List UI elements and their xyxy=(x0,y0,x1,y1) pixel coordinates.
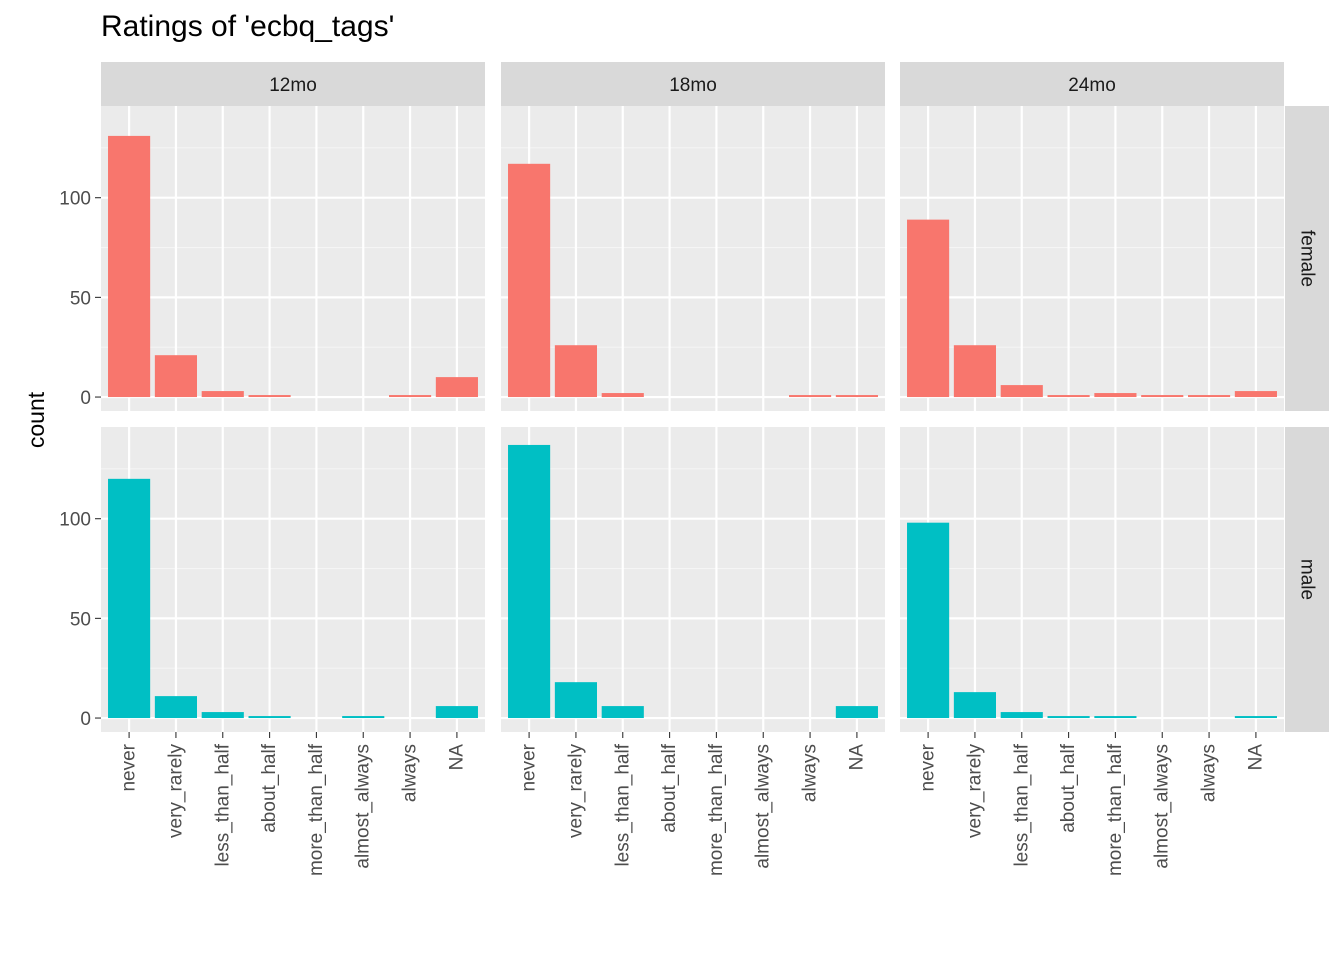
y-tick-label: 100 xyxy=(59,189,91,210)
x-tick-label: about_half xyxy=(259,743,280,832)
bar-male-18mo-never xyxy=(508,444,551,719)
bar-male-24mo-very_rarely xyxy=(953,692,996,719)
bar-male-12mo-NA xyxy=(435,706,478,719)
bar-male-12mo-about_half xyxy=(248,716,291,719)
x-tick-label: more_than_half xyxy=(706,743,727,876)
bar-female-24mo-very_rarely xyxy=(953,345,996,398)
y-tick-label: 100 xyxy=(59,510,91,531)
y-tick-label: 0 xyxy=(80,709,91,730)
bar-female-18mo-very_rarely xyxy=(554,345,597,398)
facet-strip-label: female xyxy=(1297,230,1318,287)
x-tick-label: about_half xyxy=(1058,743,1079,832)
bar-female-18mo-always xyxy=(789,395,832,398)
x-tick-label: very_rarely xyxy=(964,744,985,838)
facet-strip-24mo xyxy=(900,62,1284,106)
x-tick-label: less_than_half xyxy=(1011,743,1032,866)
x-tick-label: NA xyxy=(1245,744,1266,771)
panel-background xyxy=(501,427,885,732)
bar-male-24mo-never xyxy=(907,522,950,719)
bar-male-24mo-NA xyxy=(1234,716,1277,719)
x-tick-label: always xyxy=(800,744,821,802)
bar-female-12mo-very_rarely xyxy=(154,355,197,398)
x-tick-label: always xyxy=(400,744,421,802)
x-tick-label: always xyxy=(1199,744,1220,802)
bar-male-12mo-almost_always xyxy=(342,716,385,719)
bar-female-18mo-never xyxy=(508,163,551,398)
bar-female-12mo-about_half xyxy=(248,395,291,398)
bar-female-24mo-NA xyxy=(1234,391,1277,398)
bar-male-24mo-less_than_half xyxy=(1000,712,1043,719)
bar-male-24mo-more_than_half xyxy=(1094,716,1137,719)
x-tick-label: never xyxy=(519,743,540,791)
y-axis-title: count xyxy=(23,391,49,448)
bar-female-18mo-NA xyxy=(835,395,878,398)
x-tick-label: NA xyxy=(846,744,867,771)
chart-title: Ratings of 'ecbq_tags' xyxy=(101,10,395,43)
bar-female-24mo-less_than_half xyxy=(1000,385,1043,398)
facet-strip-label: 12mo xyxy=(269,75,317,96)
bar-female-24mo-always xyxy=(1188,395,1231,398)
x-tick-label: almost_always xyxy=(1152,744,1173,869)
facet-strip-label: 24mo xyxy=(1068,75,1116,96)
y-tick-label: 50 xyxy=(70,288,91,309)
facet-strip-label: male xyxy=(1297,559,1318,600)
bar-male-12mo-very_rarely xyxy=(154,696,197,719)
x-tick-label: almost_always xyxy=(753,744,774,869)
x-tick-label: NA xyxy=(446,744,467,771)
facet-strip-label: 18mo xyxy=(669,75,717,96)
bar-female-12mo-always xyxy=(389,395,432,398)
x-tick-label: more_than_half xyxy=(306,743,327,876)
bar-female-12mo-less_than_half xyxy=(201,391,244,398)
bar-female-24mo-more_than_half xyxy=(1094,393,1137,398)
bar-male-18mo-NA xyxy=(835,706,878,719)
bar-male-12mo-never xyxy=(108,478,151,719)
bar-male-18mo-very_rarely xyxy=(554,682,597,719)
facet-strip-female xyxy=(1285,106,1329,411)
x-tick-label: never xyxy=(918,743,939,791)
bar-female-24mo-about_half xyxy=(1047,395,1090,398)
facet-strip-male xyxy=(1285,427,1329,732)
bar-male-24mo-about_half xyxy=(1047,716,1090,719)
bar-female-24mo-never xyxy=(907,219,950,398)
facet-strip-18mo xyxy=(501,62,885,106)
x-tick-label: more_than_half xyxy=(1105,743,1126,876)
panel-background xyxy=(900,427,1284,732)
y-tick-label: 0 xyxy=(80,388,91,409)
x-tick-label: almost_always xyxy=(353,744,374,869)
x-tick-label: about_half xyxy=(659,743,680,832)
bar-male-12mo-less_than_half xyxy=(201,712,244,719)
x-tick-label: less_than_half xyxy=(212,743,233,866)
facet-strip-12mo xyxy=(101,62,485,106)
panel-background xyxy=(101,427,485,732)
bar-male-18mo-less_than_half xyxy=(601,706,644,719)
x-tick-label: never xyxy=(119,743,140,791)
bar-female-18mo-less_than_half xyxy=(601,393,644,398)
bar-female-24mo-almost_always xyxy=(1141,395,1184,398)
x-tick-label: less_than_half xyxy=(612,743,633,866)
x-tick-label: very_rarely xyxy=(165,744,186,838)
x-tick-label: very_rarely xyxy=(565,744,586,838)
bar-female-12mo-NA xyxy=(435,377,478,398)
bar-female-12mo-never xyxy=(108,135,151,398)
y-tick-label: 50 xyxy=(70,609,91,630)
